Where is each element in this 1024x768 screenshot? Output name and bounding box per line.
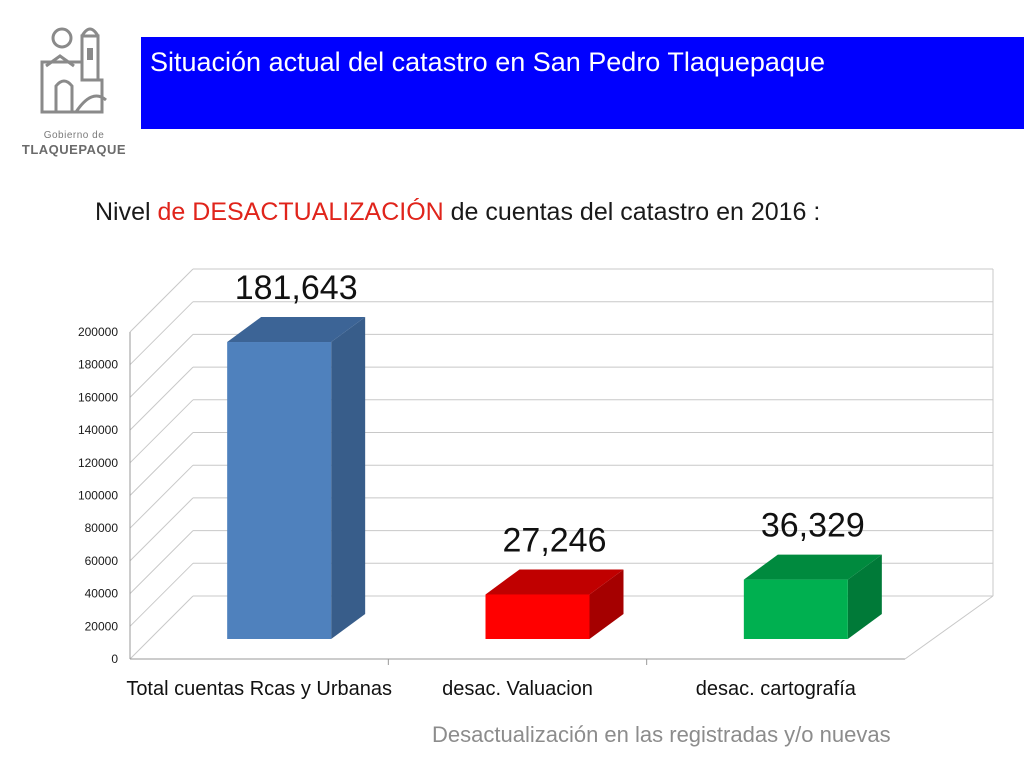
header-bar: Situación actual del catastro en San Ped… bbox=[141, 37, 1024, 129]
bar-top bbox=[743, 554, 882, 580]
subtitle-highlight: de DESACTUALIZACIÓN bbox=[157, 198, 444, 226]
y-tick-label: 160000 bbox=[78, 390, 118, 404]
subtitle-text-start: Nivel bbox=[95, 198, 158, 226]
y-tick-label: 40000 bbox=[85, 587, 119, 601]
bar-top bbox=[227, 317, 366, 343]
bar bbox=[227, 342, 332, 639]
side-wall-gridline bbox=[129, 268, 194, 333]
side-wall-gridline bbox=[129, 562, 194, 627]
side-wall-gridline bbox=[129, 530, 194, 594]
y-tick-label: 100000 bbox=[78, 489, 118, 503]
bar-side bbox=[847, 554, 882, 639]
footer-note: Desactualización en las registradas y/o … bbox=[432, 722, 891, 747]
church-emblem-icon bbox=[40, 27, 107, 114]
y-tick-label: 180000 bbox=[78, 358, 118, 372]
bar-top bbox=[485, 569, 624, 595]
bar-side bbox=[589, 569, 624, 639]
side-wall-gridline bbox=[129, 497, 194, 562]
bar-side bbox=[331, 317, 366, 639]
y-tick-label: 140000 bbox=[78, 423, 118, 437]
bar bbox=[485, 594, 590, 639]
side-wall-gridline bbox=[129, 432, 194, 496]
side-wall-gridline bbox=[129, 366, 194, 431]
y-tick-label: 60000 bbox=[85, 554, 119, 568]
x-tick-label: Total cuentas Rcas y Urbanas bbox=[126, 678, 392, 700]
bar bbox=[743, 579, 848, 639]
data-label: 36,329 bbox=[761, 507, 865, 545]
page-title: Situación actual del catastro en San Ped… bbox=[150, 47, 825, 77]
side-wall-gridline bbox=[129, 399, 194, 464]
subtitle-text-end: de cuentas del catastro en 2016 : bbox=[443, 198, 821, 226]
y-tick-label: 80000 bbox=[85, 521, 119, 535]
x-tick-label: desac. Valuacion bbox=[442, 678, 593, 700]
data-label: 181,643 bbox=[235, 269, 358, 307]
side-wall-gridline bbox=[129, 301, 194, 366]
data-label: 27,246 bbox=[503, 521, 607, 559]
y-tick-label: 120000 bbox=[78, 456, 118, 470]
y-tick-label: 200000 bbox=[78, 325, 118, 339]
logo-text-tlaquepaque: TLAQUEPAQUE bbox=[21, 142, 127, 157]
y-tick-label: 20000 bbox=[85, 619, 119, 633]
y-tick-label: 0 bbox=[111, 652, 118, 666]
side-wall-gridline bbox=[129, 334, 194, 398]
tlaquepaque-logo: Gobierno de TLAQUEPAQUE bbox=[14, 22, 134, 162]
x-tick-label: desac. cartografía bbox=[696, 678, 857, 700]
side-wall-gridline bbox=[129, 464, 194, 529]
side-wall-gridline bbox=[129, 595, 194, 660]
logo-text-gobierno: Gobierno de bbox=[43, 130, 105, 141]
floor-right-edge bbox=[904, 595, 994, 660]
chart-subtitle: Nivel de DESACTUALIZACIÓN de cuentas del… bbox=[95, 198, 820, 227]
